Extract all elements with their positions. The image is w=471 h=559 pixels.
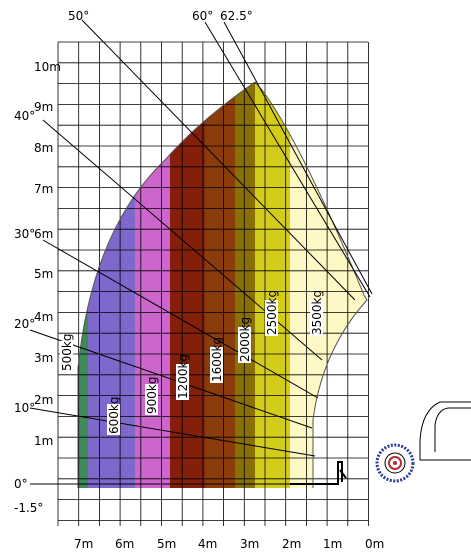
angle-line-10 bbox=[29, 407, 316, 457]
zone-label-3500kg: 3500kg bbox=[310, 290, 324, 335]
y-label-3m: 3m bbox=[34, 351, 53, 365]
angle-label-10: 10° bbox=[14, 401, 35, 415]
y-label-1m: 1m bbox=[34, 434, 53, 448]
x-label-6m: 6m bbox=[115, 537, 134, 551]
machine-icon bbox=[290, 401, 471, 485]
angle-line-20 bbox=[29, 329, 313, 429]
angle-label-40: 40° bbox=[14, 109, 35, 123]
angle-label-20: 20° bbox=[14, 317, 35, 331]
x-label-5m: 5m bbox=[157, 537, 176, 551]
angle-line-30 bbox=[42, 239, 319, 399]
x-label-7m: 7m bbox=[74, 537, 93, 551]
zone-1600kg bbox=[205, 82, 235, 488]
zone-label-600kg: 600kg bbox=[107, 397, 121, 434]
x-axis-labels: 7m 6m 5m 4m 3m 2m 1m 0m bbox=[74, 537, 384, 551]
zone-2500kg bbox=[255, 82, 290, 488]
zone-label-1600kg: 1600kg bbox=[210, 337, 224, 382]
y-label-6m: 6m bbox=[34, 227, 53, 241]
zone-label-1200kg: 1200kg bbox=[176, 354, 190, 399]
y-label-neg1-5: -1.5° bbox=[14, 501, 43, 515]
y-label-7m: 7m bbox=[34, 182, 53, 196]
angle-label-30: 30° bbox=[14, 227, 35, 241]
zone-2000kg bbox=[235, 82, 255, 488]
cab-outline bbox=[419, 401, 471, 461]
zone-label-500kg: 500kg bbox=[60, 334, 74, 371]
angle-label-50: 50° bbox=[68, 9, 89, 23]
angle-line-62-5 bbox=[223, 21, 373, 295]
zone-label-2500kg: 2500kg bbox=[265, 290, 279, 335]
y-label-2m: 2m bbox=[34, 393, 53, 407]
zone-label-900kg: 900kg bbox=[145, 377, 159, 414]
zone-labels: 3500kg 2500kg 2000kg 1600kg 1200kg 900kg… bbox=[60, 290, 324, 435]
angle-labels: 50° 60° 62.5° 40° 30° 20° 10° bbox=[14, 9, 253, 415]
fork-bracket bbox=[290, 461, 347, 485]
x-label-3m: 3m bbox=[240, 537, 259, 551]
y-axis-labels: 10m 9m 8m 7m 6m 5m 4m 3m 2m 1m 0° -1.5° bbox=[14, 60, 61, 515]
envelope-outline bbox=[77, 81, 368, 488]
x-label-2m: 2m bbox=[282, 537, 301, 551]
angle-line-60 bbox=[204, 21, 371, 298]
x-label-0m: 0m bbox=[365, 537, 384, 551]
y-label-5m: 5m bbox=[34, 267, 53, 281]
zone-1200kg bbox=[170, 82, 205, 488]
y-label-10m: 10m bbox=[34, 60, 61, 74]
angle-label-62-5: 62.5° bbox=[220, 9, 253, 23]
y-label-0: 0° bbox=[14, 477, 28, 491]
zone-label-2000kg: 2000kg bbox=[238, 317, 252, 362]
grid bbox=[57, 41, 369, 526]
x-label-4m: 4m bbox=[198, 537, 217, 551]
y-label-9m: 9m bbox=[34, 100, 53, 114]
x-label-1m: 1m bbox=[323, 537, 342, 551]
wheel-icon bbox=[375, 443, 415, 483]
angle-line-50 bbox=[81, 19, 356, 301]
y-label-4m: 4m bbox=[34, 310, 53, 324]
angle-label-60: 60° bbox=[192, 9, 213, 23]
y-label-8m: 8m bbox=[34, 141, 53, 155]
